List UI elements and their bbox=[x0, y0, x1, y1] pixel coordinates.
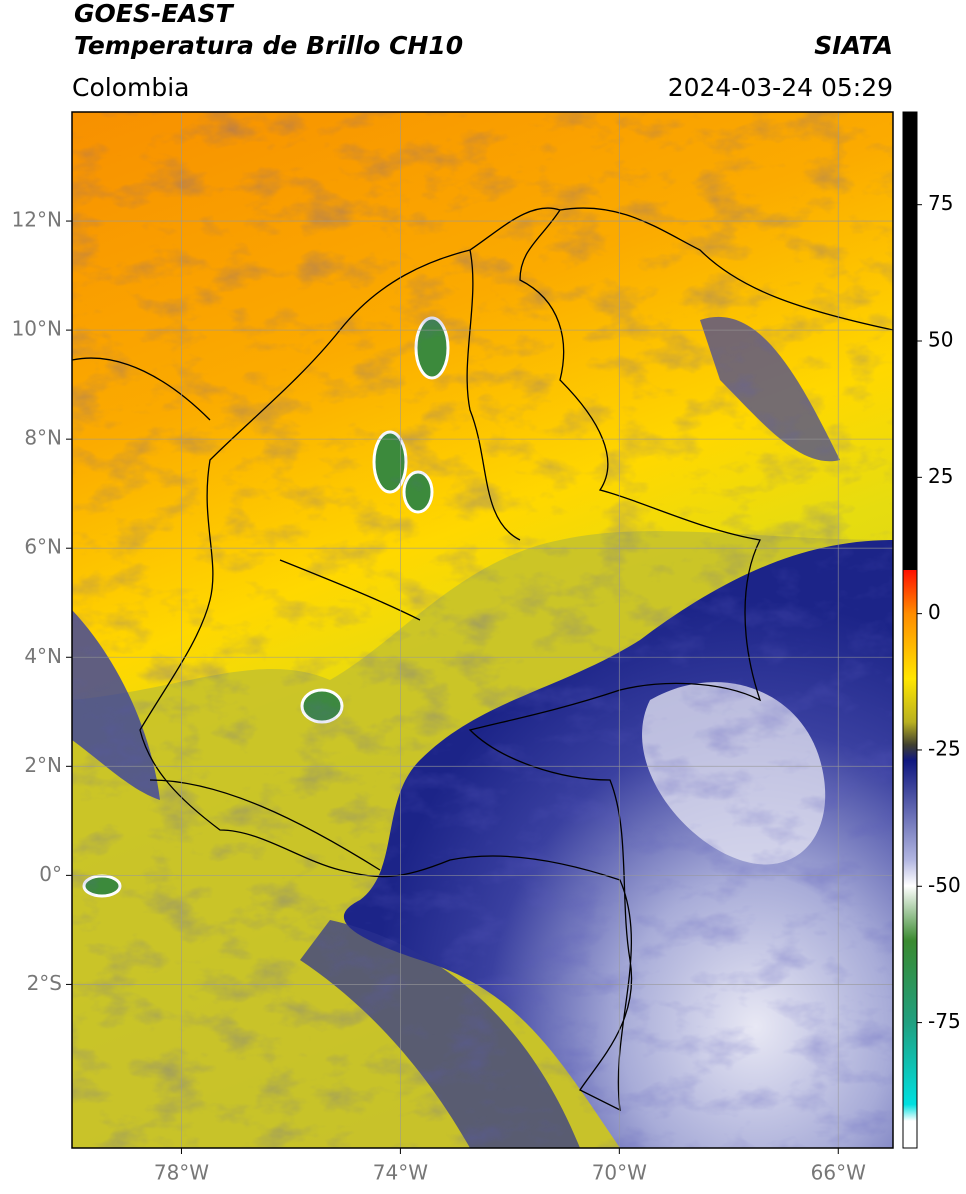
y-tick-label: 12°N bbox=[12, 208, 62, 232]
satellite-image bbox=[72, 112, 893, 1148]
x-tick-label: 74°W bbox=[373, 1161, 428, 1185]
subtitle: Temperatura de Brillo CH10 bbox=[74, 31, 463, 60]
y-tick-label: 8°N bbox=[24, 426, 62, 450]
colorbar-tick-label: -75 bbox=[928, 1009, 961, 1033]
x-tick-label: 66°W bbox=[811, 1161, 866, 1185]
y-tick-label: 6°N bbox=[24, 535, 62, 559]
colorbar-tick-label: 50 bbox=[928, 328, 953, 352]
colorbar-tick-label: -25 bbox=[928, 736, 961, 760]
colorbar-tick-label: 25 bbox=[928, 464, 953, 488]
map-frame bbox=[71, 111, 894, 1149]
y-tick-label: 4°N bbox=[24, 644, 62, 668]
colorbar-tick-label: 0 bbox=[928, 600, 941, 624]
y-tick-label: 10°N bbox=[12, 317, 62, 341]
x-tick-label: 70°W bbox=[592, 1161, 647, 1185]
colorbar-tick-label: -50 bbox=[928, 873, 961, 897]
y-tick-label: 0° bbox=[39, 862, 62, 886]
datetime: 2024-03-24 05:29 bbox=[668, 73, 893, 102]
y-tick-label: 2°N bbox=[24, 753, 62, 777]
region: Colombia bbox=[72, 73, 189, 102]
colorbar bbox=[902, 111, 918, 1149]
y-tick-label: 2°S bbox=[27, 971, 62, 995]
title: GOES-EAST bbox=[74, 0, 235, 28]
colorbar-tick-label: 75 bbox=[928, 191, 953, 215]
borders bbox=[72, 207, 893, 1112]
source: SIATA bbox=[814, 31, 893, 60]
x-tick-label: 78°W bbox=[154, 1161, 209, 1185]
